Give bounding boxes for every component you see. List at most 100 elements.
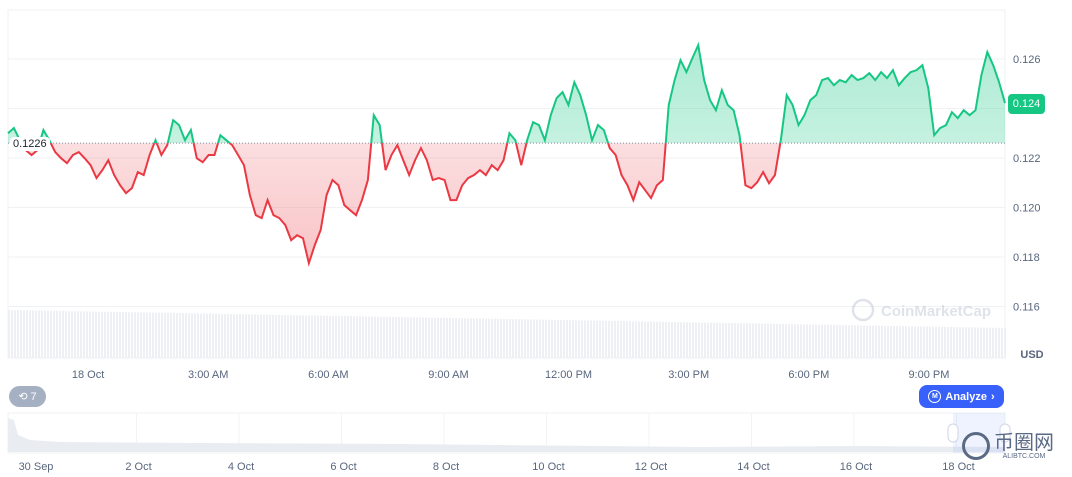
volume-bar (977, 327, 979, 358)
navigator-date-label: 10 Oct (532, 461, 564, 473)
volume-bar (476, 318, 478, 358)
volume-bar (305, 315, 307, 358)
volume-bar (671, 321, 673, 358)
volume-bar (458, 318, 460, 358)
volume-bar (110, 311, 112, 358)
volume-bar (143, 312, 145, 358)
y-tick-label: 0.118 (1013, 252, 1040, 264)
volume-bar (545, 319, 547, 358)
volume-bar (155, 312, 157, 358)
volume-bar (56, 310, 58, 358)
volume-bar (851, 325, 853, 358)
volume-bar (629, 321, 631, 358)
analyze-button[interactable]: M Analyze › (919, 385, 1004, 408)
volume-bar (194, 313, 196, 358)
volume-bar (284, 314, 286, 358)
volume-bar (791, 324, 793, 358)
volume-bar (680, 322, 682, 358)
volume-bar (854, 325, 856, 358)
volume-bar (959, 327, 961, 358)
volume-bar (164, 312, 166, 358)
volume-bar (425, 317, 427, 358)
volume-bar (122, 312, 124, 358)
volume-bar (650, 321, 652, 358)
navigator[interactable]: 30 Sep 2 Oct 4 Oct 6 Oct 8 Oct 10 Oct 12 Oct 14… (7, 412, 1011, 473)
volume-bar (482, 318, 484, 358)
volume-bar (575, 320, 577, 358)
volume-bar (95, 311, 97, 358)
navigator-handle[interactable] (999, 423, 1011, 443)
volume-bar (953, 327, 955, 358)
volume-bar (596, 320, 598, 358)
analyze-icon: M (928, 390, 942, 403)
navigator-date-label: 6 Oct (330, 461, 356, 473)
volume-bar (935, 326, 937, 358)
volume-bar (719, 322, 721, 358)
volume-bar (647, 321, 649, 358)
volume-bar (746, 323, 748, 358)
volume-bar (500, 318, 502, 358)
volume-bar (668, 321, 670, 358)
volume-bar (893, 325, 895, 358)
volume-bar (44, 310, 46, 358)
navigator-handle[interactable] (947, 423, 959, 443)
price-line-up (7, 41, 1006, 144)
volume-bar (254, 314, 256, 358)
volume-bar (269, 314, 271, 358)
volume-bar (359, 316, 361, 358)
volume-bar (632, 321, 634, 358)
volume-bar (113, 311, 115, 358)
volume-bar (962, 327, 964, 358)
volume-bar (617, 320, 619, 358)
volume-bar (221, 313, 223, 358)
volume-bar (494, 318, 496, 358)
volume-bar (812, 324, 814, 358)
volume-bar (368, 316, 370, 358)
navigator-date-label: 14 Oct (737, 461, 769, 473)
volume-bar (362, 316, 364, 358)
volume-bar (374, 316, 376, 358)
volume-bar (395, 316, 397, 358)
volume-bar (761, 323, 763, 358)
volume-bar (329, 315, 331, 358)
volume-bar (281, 314, 283, 358)
volume-bar (119, 312, 121, 358)
volume-bar (104, 311, 106, 358)
volume-bar (788, 324, 790, 358)
site-logo-icon (962, 432, 990, 460)
volume-bar (905, 326, 907, 358)
volume-bar (131, 312, 133, 358)
volume-bar (605, 320, 607, 358)
volume-bar (677, 322, 679, 358)
volume-bar (725, 322, 727, 358)
volume-bar (152, 312, 154, 358)
volume-bar (332, 315, 334, 358)
volume-bar (401, 317, 403, 358)
volume-bar (986, 327, 988, 358)
volume-bar (35, 310, 37, 358)
volume-bar (866, 325, 868, 358)
volume-bar (464, 318, 466, 358)
volume-bar (779, 323, 781, 358)
volume-bar (353, 316, 355, 358)
volume-bar (410, 317, 412, 358)
volume-bar (518, 319, 520, 358)
volume-bar (158, 312, 160, 358)
volume-bar (203, 313, 205, 358)
volume-bar (272, 314, 274, 358)
volume-bar (392, 316, 394, 358)
x-tick-label: 9:00 PM (908, 369, 949, 381)
volume-bar (809, 324, 811, 358)
volume-bar (257, 314, 259, 358)
volume-bar (380, 316, 382, 358)
volume-bar (227, 313, 229, 358)
navigator-date-label: 12 Oct (635, 461, 667, 473)
history-button[interactable]: ⟲ 7 (9, 386, 46, 407)
volume-bar (455, 318, 457, 358)
volume-bar (824, 324, 826, 358)
currency-label: USD (1020, 349, 1043, 361)
volume-bar (536, 319, 538, 358)
volume-bar (662, 321, 664, 358)
volume-bar (692, 322, 694, 358)
